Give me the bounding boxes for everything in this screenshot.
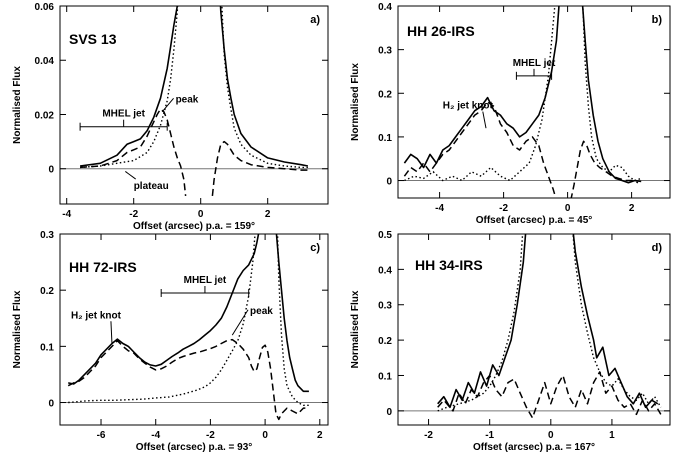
series-dotted-line (572, 234, 662, 408)
y-tick-label: 0.2 (40, 286, 54, 297)
y-tick-label: 0.2 (378, 336, 392, 347)
x-tick-label: 1 (609, 430, 615, 441)
y-axis-label: Normalised Flux (12, 290, 23, 368)
x-axis-label: Offset (arcsec) p.a. = 159° (133, 221, 255, 232)
panel-d: -2 -1 0 1 0 0.1 0.2 0.3 0.4 0.5 Offset (arcsec) p.… (350, 230, 671, 453)
y-tick-label: 0.4 (378, 2, 392, 13)
series-solid-line (275, 234, 309, 393)
series-solid-line (219, 6, 309, 167)
series-solid-line (437, 234, 527, 409)
x-tick-label: 2 (629, 203, 635, 214)
x-tick-label: -2 (499, 203, 508, 214)
x-tick-label: -4 (151, 430, 160, 441)
x-tick-label: 0 (565, 203, 571, 214)
panel-b: -4 -2 0 2 0 0.1 0.2 0.3 0.4 Offset (arcsec) p.a. … (350, 2, 671, 226)
x-tick-label: -2 (206, 430, 215, 441)
annotation-pointer (161, 97, 174, 113)
series-group (437, 234, 662, 419)
annotation-pointer (231, 309, 249, 336)
y-axis-label: Normalised Flux (350, 63, 361, 141)
y-tick-label: 0 (48, 165, 54, 176)
x-tick-label: -4 (435, 203, 444, 214)
annotation-label: peak (250, 306, 273, 317)
y-tick-label: 0.2 (378, 89, 392, 100)
y-tick-label: 0.4 (378, 265, 392, 276)
series-dashed-line (80, 108, 187, 196)
y-tick-label: 0 (48, 399, 54, 410)
annotation-pointer (125, 171, 136, 180)
panel-title: HH 72-IRS (69, 259, 137, 275)
x-tick-label: -6 (97, 430, 106, 441)
x-tick-label: 2 (265, 209, 271, 220)
plot-frame (397, 5, 671, 199)
y-tick-label: 0.3 (40, 230, 54, 241)
series-dashed-line (437, 371, 662, 419)
panel-letter: b) (652, 14, 663, 26)
x-tick-label: 2 (317, 430, 323, 441)
y-tick-label: 0.04 (35, 56, 55, 67)
series-dashed-line (403, 101, 557, 198)
x-axis-label: Offset (arcsec) p.a. = 45° (476, 215, 593, 226)
series-dashed-line (570, 140, 639, 198)
series-group (79, 6, 309, 196)
y-tick-label: 0.5 (378, 230, 392, 241)
panel-letter: c) (310, 242, 320, 254)
annotation-pointer (110, 321, 113, 344)
y-tick-label: 0 (386, 407, 392, 418)
annotation-label: H₂ jet knot (443, 101, 494, 112)
panel-letter: d) (652, 242, 663, 254)
x-axis-label: Offset (arcsec) p.a. = 93° (136, 442, 253, 453)
panel-title: SVS 13 (69, 31, 117, 47)
panel-c: -6 -4 -2 0 2 0 0.1 0.2 0.3 Offset (arcsec) p.a. =… (12, 230, 329, 453)
annotation-pointer (482, 111, 487, 129)
series-dashed-line (211, 140, 308, 196)
y-axis-label: Normalised Flux (12, 66, 23, 144)
plot-frame (397, 233, 671, 426)
annotation-label: plateau (134, 181, 169, 192)
series-group (403, 6, 642, 198)
y-tick-label: 0 (386, 177, 392, 188)
series-dotted-line (404, 6, 556, 182)
mhel-jet-label: MHEL jet (102, 109, 145, 120)
x-axis-label: Offset (arcsec) p.a. = 167° (473, 442, 595, 453)
x-tick-label: 0 (198, 209, 204, 220)
y-tick-label: 0.02 (35, 110, 55, 121)
y-tick-label: 0.3 (378, 301, 392, 312)
panel-a: -4 -2 0 2 0 0.02 0.04 0.06 Offset (arcsec) p.a. … (12, 2, 329, 232)
y-axis-label: Normalised Flux (350, 290, 361, 368)
series-solid-line (79, 6, 179, 167)
series-dashed-line (67, 338, 309, 421)
x-tick-label: 0 (548, 430, 554, 441)
series-solid-line (581, 6, 642, 184)
series-solid-line (403, 6, 560, 169)
y-tick-label: 0.1 (378, 371, 392, 382)
panel-title: HH 26-IRS (407, 23, 475, 39)
annotation-label: H₂ jet knot (71, 310, 122, 321)
mhel-jet-label: MHEL jet (513, 58, 556, 69)
panel-title: HH 34-IRS (415, 257, 483, 273)
x-tick-label: -2 (424, 430, 433, 441)
series-solid-line (572, 234, 659, 409)
series-solid-line (68, 234, 260, 385)
series-dotted-line (276, 234, 309, 406)
series-dotted-line (221, 6, 308, 169)
y-tick-label: 0.1 (40, 342, 54, 353)
x-tick-label: -1 (485, 430, 494, 441)
annotation-label: peak (176, 94, 199, 105)
series-dotted-line (582, 6, 642, 182)
plot-frame (59, 5, 329, 205)
x-tick-label: 0 (262, 430, 268, 441)
x-tick-label: -4 (62, 209, 71, 220)
y-tick-label: 0.3 (378, 46, 392, 57)
panel-letter: a) (310, 14, 320, 26)
plot-frame (59, 233, 329, 426)
y-tick-label: 0.06 (35, 2, 55, 13)
mhel-jet-label: MHEL jet (184, 275, 227, 286)
x-tick-label: -2 (129, 209, 138, 220)
y-tick-label: 0.1 (378, 133, 392, 144)
series-group (67, 234, 309, 421)
series-dotted-line (437, 234, 524, 412)
